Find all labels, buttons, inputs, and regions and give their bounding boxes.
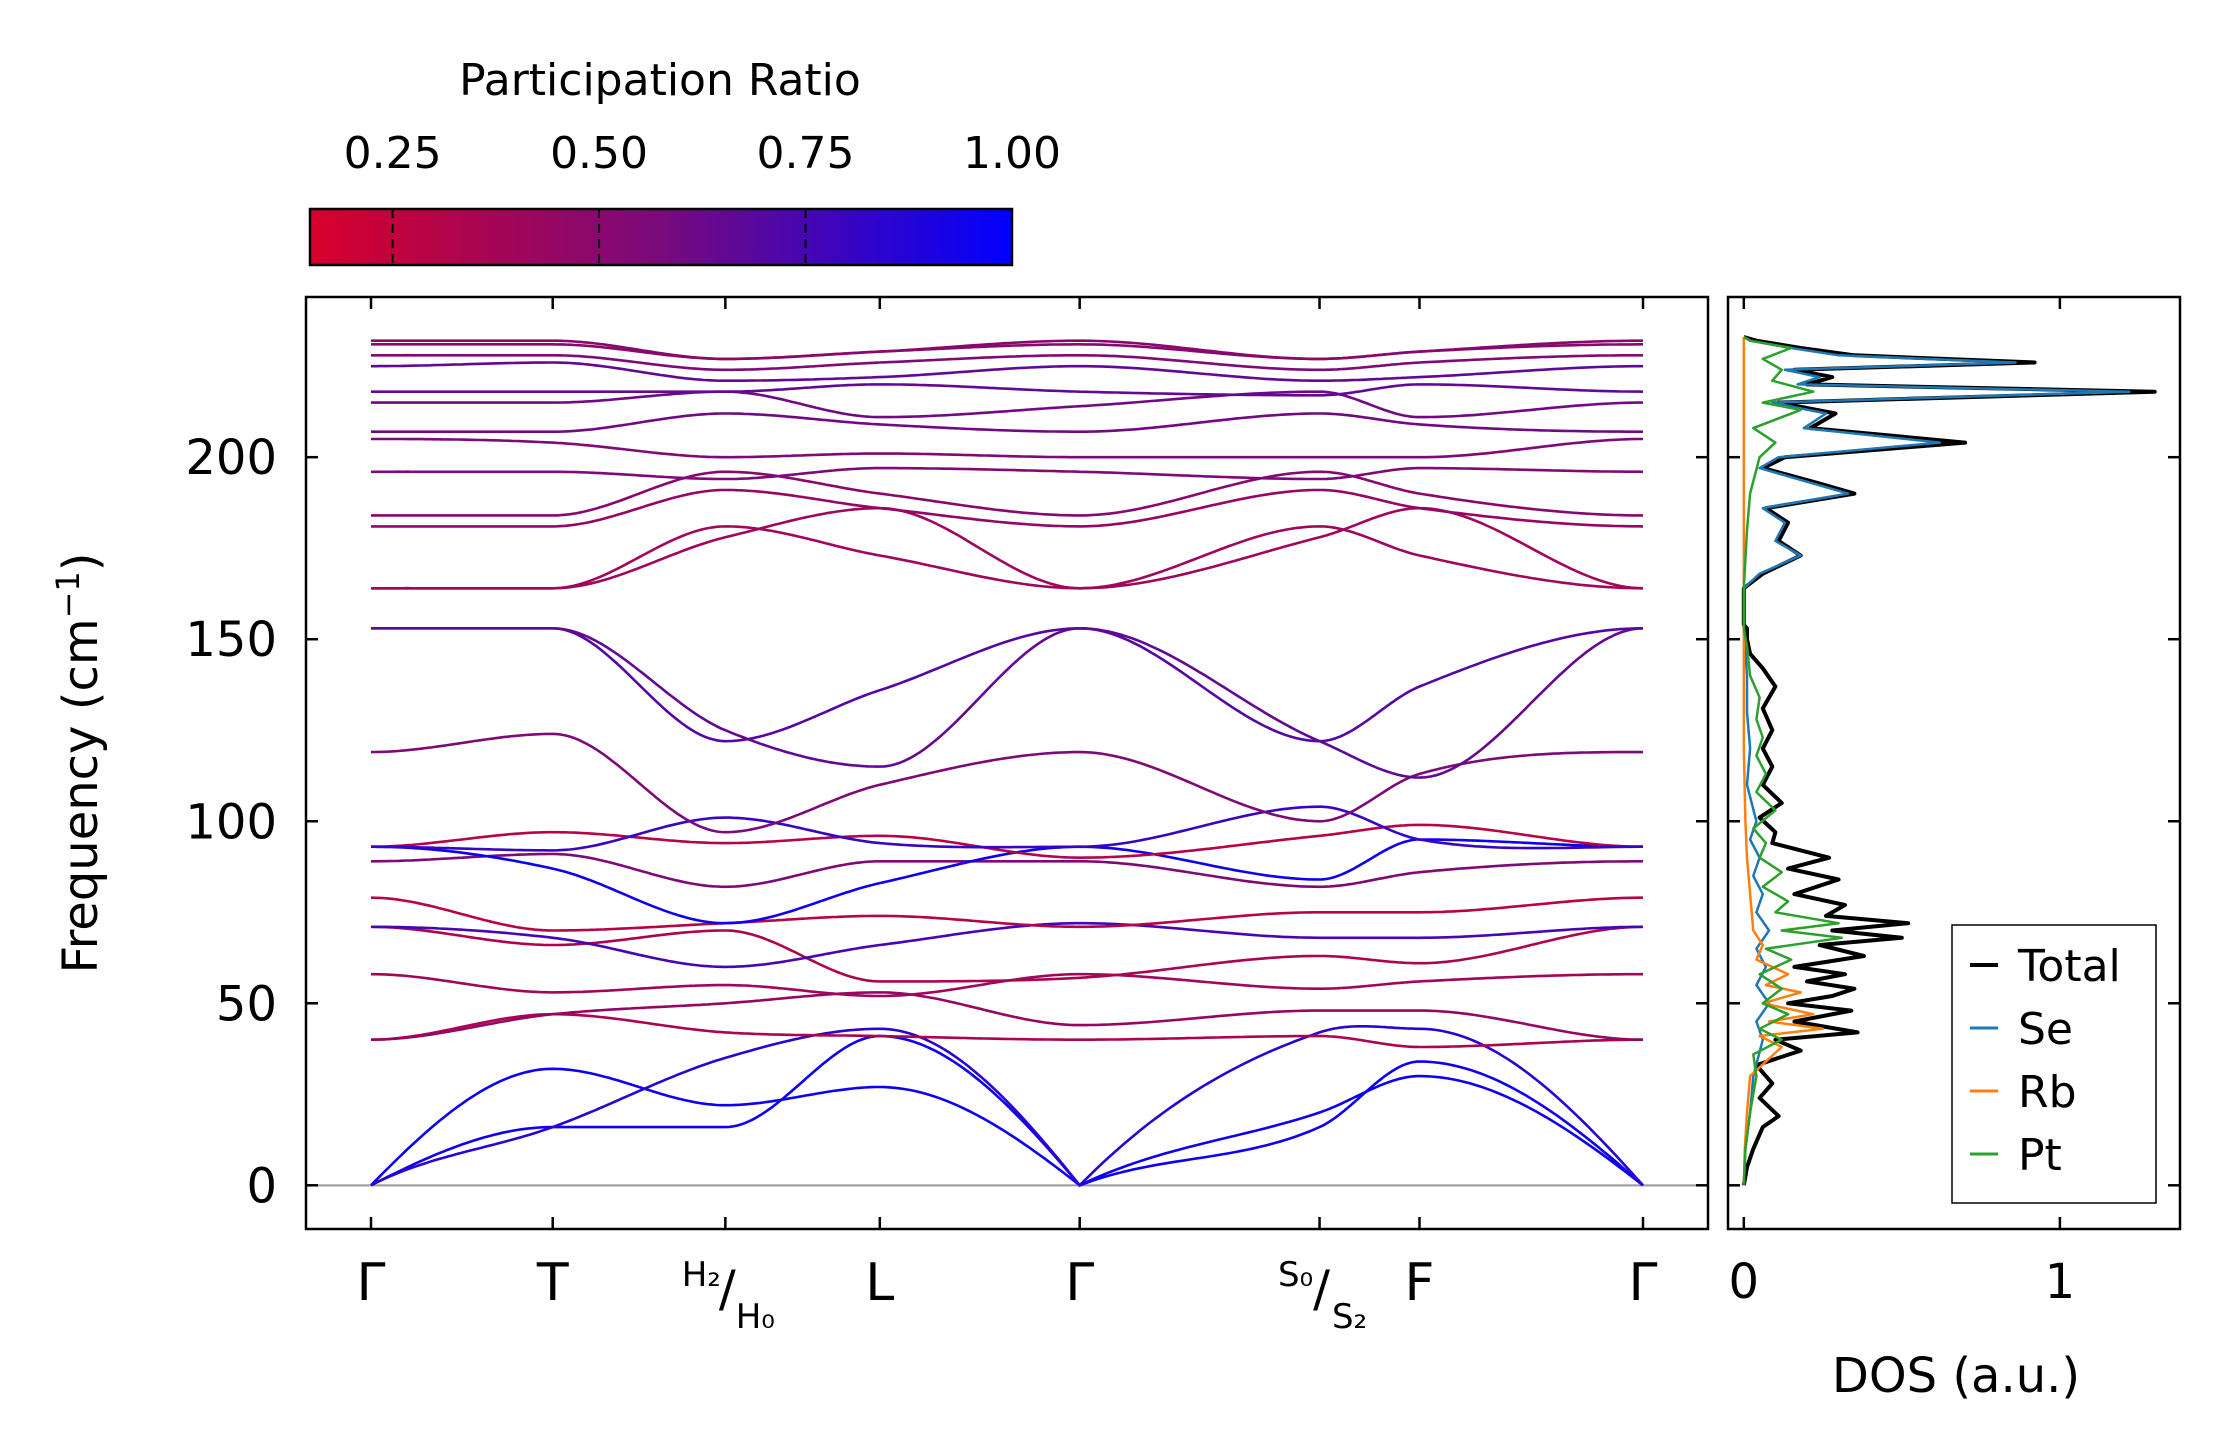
phonon-band-22	[371, 412, 1643, 433]
k-label-lower: S₂	[1332, 1297, 1367, 1337]
dos-x-axis-label: DOS (a.u.)	[1832, 1348, 2080, 1404]
phonon-band-7	[371, 921, 1643, 969]
phonon-band-6	[370, 925, 1644, 983]
phonon-band-21	[371, 437, 1643, 459]
phonon-band-17	[371, 525, 1644, 590]
phonon-band-0	[370, 1067, 1644, 1187]
phonon-band-23	[371, 390, 1643, 419]
colorbar-gradient	[308, 207, 1014, 267]
dos-line-rb	[1742, 337, 1825, 1186]
legend-label-se: Se	[2018, 1004, 2073, 1055]
k-label-upper: S₀	[1278, 1255, 1313, 1295]
colorbar-tick-label: 1.00	[963, 128, 1061, 179]
dos-x-tick-label: 1	[2045, 1254, 2076, 1310]
k-label-lower: H₀	[736, 1297, 775, 1337]
legend-box	[1951, 924, 2157, 1204]
k-point-label: Γ	[1065, 1253, 1094, 1313]
phonon-band-15	[371, 626, 1644, 779]
k-label-slash: /	[1313, 1260, 1330, 1318]
k-point-label: L	[865, 1253, 894, 1313]
y-axis-label: Frequency (cm−1)	[49, 552, 109, 973]
k-point-label-split: S₀ / S₂	[1278, 1255, 1367, 1337]
k-point-label: Γ	[1629, 1253, 1658, 1313]
y-tick-label: 100	[185, 794, 277, 850]
colorbar-tick-label: 0.25	[344, 128, 442, 179]
phonon-band-8	[370, 896, 1643, 932]
phonon-band-16	[371, 506, 1644, 590]
phonon-band-24	[371, 383, 1644, 397]
colorbar-label: Participation Ratio	[459, 55, 861, 106]
phonon-band-26	[371, 353, 1643, 372]
dos-axes-frame	[1726, 295, 2182, 1231]
y-tick-label: 200	[185, 430, 277, 486]
k-point-label: T	[536, 1253, 569, 1313]
k-point-label: F	[1405, 1253, 1435, 1313]
legend-label-pt: Pt	[2018, 1130, 2062, 1181]
phonon-band-25	[371, 361, 1643, 382]
k-label-slash: /	[719, 1260, 736, 1318]
k-label-upper: H₂	[682, 1255, 721, 1295]
colorbar-ticks: 0.25 0.50 0.75 1.00	[344, 128, 1061, 265]
dos-series	[1741, 335, 2157, 1186]
band-lines	[370, 339, 1644, 1188]
dos-x-tick-label: 0	[1729, 1254, 1760, 1310]
k-point-label: Γ	[357, 1253, 386, 1313]
main-axes-frame	[304, 295, 1710, 1231]
phonon-band-18	[371, 488, 1644, 528]
y-tick-label: 0	[246, 1158, 277, 1214]
phonon-band-1	[370, 1034, 1644, 1187]
phonon-band-4	[371, 991, 1644, 1041]
phonon-band-10	[370, 838, 1643, 925]
phonon-band-13	[370, 732, 1643, 834]
legend-label-rb: Rb	[2018, 1067, 2077, 1118]
colorbar-tick-label: 0.75	[757, 128, 855, 179]
legend: Total Se Rb Pt	[1951, 924, 2157, 1204]
phonon-band-12	[371, 805, 1643, 852]
phonon-band-20	[371, 466, 1644, 481]
colorbar: Participation Ratio 0.25 0.50 0.75 1.00	[308, 55, 1061, 267]
phonon-band-5	[371, 972, 1643, 998]
legend-label-total: Total	[2017, 941, 2121, 992]
phonon-band-2	[370, 1025, 1644, 1188]
phonon-band-14	[371, 626, 1643, 743]
y-tick-label: 50	[216, 976, 277, 1032]
phonon-band-28	[371, 339, 1643, 361]
k-point-label-split: H₂/H₀	[682, 1255, 775, 1337]
dos-line-pt	[1742, 335, 1844, 1186]
phonon-band-3	[370, 1012, 1643, 1049]
phonon-band-9	[371, 852, 1643, 889]
y-tick-label: 150	[185, 612, 277, 668]
colorbar-tick-label: 0.50	[550, 128, 648, 179]
phonon-band-19	[371, 470, 1643, 517]
